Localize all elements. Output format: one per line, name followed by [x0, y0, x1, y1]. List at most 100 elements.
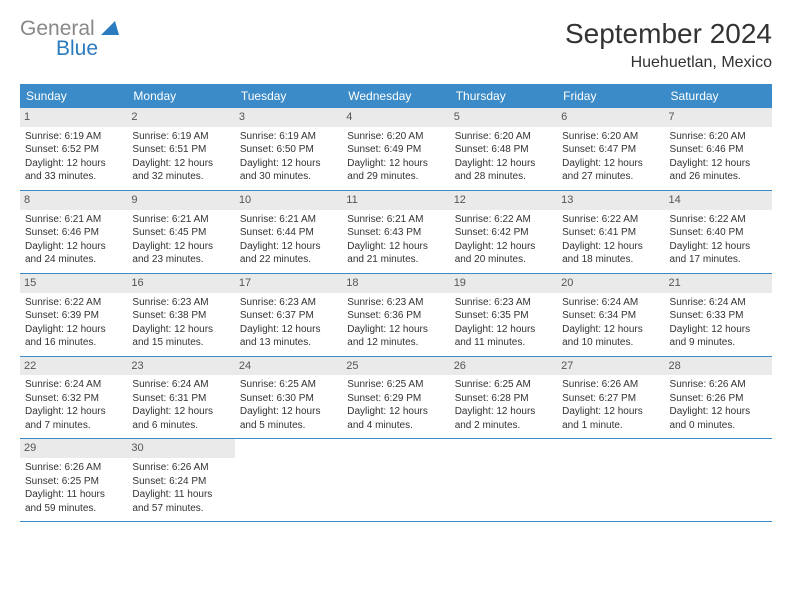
- day-cell: 5Sunrise: 6:20 AMSunset: 6:48 PMDaylight…: [450, 108, 557, 190]
- header: General Blue September 2024 Huehuetlan, …: [20, 18, 772, 72]
- day-number: 17: [235, 274, 342, 293]
- sunrise-text: Sunrise: 6:22 AM: [670, 213, 767, 227]
- daylight-text: Daylight: 11 hours: [132, 488, 229, 502]
- weeks-container: 1Sunrise: 6:19 AMSunset: 6:52 PMDaylight…: [20, 108, 772, 522]
- daylight-text: and 13 minutes.: [240, 336, 337, 350]
- sunrise-text: Sunrise: 6:20 AM: [455, 130, 552, 144]
- sunrise-text: Sunrise: 6:20 AM: [670, 130, 767, 144]
- sunset-text: Sunset: 6:29 PM: [347, 392, 444, 406]
- day-number: 26: [450, 357, 557, 376]
- sunset-text: Sunset: 6:45 PM: [132, 226, 229, 240]
- day-cell: 30Sunrise: 6:26 AMSunset: 6:24 PMDayligh…: [127, 439, 234, 521]
- sunset-text: Sunset: 6:32 PM: [25, 392, 122, 406]
- daylight-text: and 24 minutes.: [25, 253, 122, 267]
- daylight-text: and 11 minutes.: [455, 336, 552, 350]
- empty-cell: [557, 439, 664, 521]
- title-block: September 2024 Huehuetlan, Mexico: [565, 18, 772, 72]
- daylight-text: Daylight: 12 hours: [455, 323, 552, 337]
- day-header: Thursday: [450, 84, 557, 108]
- sunrise-text: Sunrise: 6:25 AM: [455, 378, 552, 392]
- daylight-text: Daylight: 12 hours: [455, 157, 552, 171]
- day-number: 8: [20, 191, 127, 210]
- day-cell: 10Sunrise: 6:21 AMSunset: 6:44 PMDayligh…: [235, 191, 342, 273]
- sunrise-text: Sunrise: 6:20 AM: [562, 130, 659, 144]
- day-number: 20: [557, 274, 664, 293]
- day-headers-row: SundayMondayTuesdayWednesdayThursdayFrid…: [20, 84, 772, 108]
- daylight-text: and 5 minutes.: [240, 419, 337, 433]
- day-cell: 11Sunrise: 6:21 AMSunset: 6:43 PMDayligh…: [342, 191, 449, 273]
- day-number: 11: [342, 191, 449, 210]
- week-row: 8Sunrise: 6:21 AMSunset: 6:46 PMDaylight…: [20, 191, 772, 274]
- day-number: 4: [342, 108, 449, 127]
- sunset-text: Sunset: 6:30 PM: [240, 392, 337, 406]
- daylight-text: Daylight: 12 hours: [347, 405, 444, 419]
- day-cell: 13Sunrise: 6:22 AMSunset: 6:41 PMDayligh…: [557, 191, 664, 273]
- daylight-text: Daylight: 12 hours: [25, 240, 122, 254]
- daylight-text: and 4 minutes.: [347, 419, 444, 433]
- day-number: 14: [665, 191, 772, 210]
- daylight-text: Daylight: 12 hours: [132, 323, 229, 337]
- daylight-text: and 20 minutes.: [455, 253, 552, 267]
- day-number: 29: [20, 439, 127, 458]
- daylight-text: Daylight: 12 hours: [25, 405, 122, 419]
- day-number: 7: [665, 108, 772, 127]
- day-number: 22: [20, 357, 127, 376]
- sunrise-text: Sunrise: 6:21 AM: [240, 213, 337, 227]
- day-number: 27: [557, 357, 664, 376]
- sunset-text: Sunset: 6:52 PM: [25, 143, 122, 157]
- daylight-text: Daylight: 12 hours: [240, 240, 337, 254]
- sunset-text: Sunset: 6:37 PM: [240, 309, 337, 323]
- sunrise-text: Sunrise: 6:26 AM: [562, 378, 659, 392]
- day-number: 25: [342, 357, 449, 376]
- sunset-text: Sunset: 6:25 PM: [25, 475, 122, 489]
- sunrise-text: Sunrise: 6:24 AM: [670, 296, 767, 310]
- day-cell: 6Sunrise: 6:20 AMSunset: 6:47 PMDaylight…: [557, 108, 664, 190]
- daylight-text: and 23 minutes.: [132, 253, 229, 267]
- day-cell: 12Sunrise: 6:22 AMSunset: 6:42 PMDayligh…: [450, 191, 557, 273]
- day-cell: 25Sunrise: 6:25 AMSunset: 6:29 PMDayligh…: [342, 357, 449, 439]
- sunrise-text: Sunrise: 6:23 AM: [347, 296, 444, 310]
- sunrise-text: Sunrise: 6:22 AM: [455, 213, 552, 227]
- day-number: 21: [665, 274, 772, 293]
- sunrise-text: Sunrise: 6:20 AM: [347, 130, 444, 144]
- sunset-text: Sunset: 6:33 PM: [670, 309, 767, 323]
- day-cell: 24Sunrise: 6:25 AMSunset: 6:30 PMDayligh…: [235, 357, 342, 439]
- day-header: Saturday: [665, 84, 772, 108]
- day-cell: 2Sunrise: 6:19 AMSunset: 6:51 PMDaylight…: [127, 108, 234, 190]
- daylight-text: Daylight: 12 hours: [455, 240, 552, 254]
- day-cell: 16Sunrise: 6:23 AMSunset: 6:38 PMDayligh…: [127, 274, 234, 356]
- day-cell: 1Sunrise: 6:19 AMSunset: 6:52 PMDaylight…: [20, 108, 127, 190]
- day-cell: 3Sunrise: 6:19 AMSunset: 6:50 PMDaylight…: [235, 108, 342, 190]
- day-header: Friday: [557, 84, 664, 108]
- sunrise-text: Sunrise: 6:26 AM: [670, 378, 767, 392]
- week-row: 15Sunrise: 6:22 AMSunset: 6:39 PMDayligh…: [20, 274, 772, 357]
- month-title: September 2024: [565, 18, 772, 50]
- week-row: 1Sunrise: 6:19 AMSunset: 6:52 PMDaylight…: [20, 108, 772, 191]
- daylight-text: and 28 minutes.: [455, 170, 552, 184]
- daylight-text: Daylight: 12 hours: [562, 405, 659, 419]
- sunset-text: Sunset: 6:40 PM: [670, 226, 767, 240]
- daylight-text: and 22 minutes.: [240, 253, 337, 267]
- day-number: 24: [235, 357, 342, 376]
- daylight-text: Daylight: 12 hours: [240, 323, 337, 337]
- sunrise-text: Sunrise: 6:22 AM: [562, 213, 659, 227]
- daylight-text: Daylight: 12 hours: [25, 323, 122, 337]
- daylight-text: and 26 minutes.: [670, 170, 767, 184]
- daylight-text: and 9 minutes.: [670, 336, 767, 350]
- daylight-text: and 59 minutes.: [25, 502, 122, 516]
- day-number: 5: [450, 108, 557, 127]
- week-row: 22Sunrise: 6:24 AMSunset: 6:32 PMDayligh…: [20, 357, 772, 440]
- sunset-text: Sunset: 6:35 PM: [455, 309, 552, 323]
- day-number: 28: [665, 357, 772, 376]
- sunset-text: Sunset: 6:46 PM: [670, 143, 767, 157]
- sunset-text: Sunset: 6:24 PM: [132, 475, 229, 489]
- location: Huehuetlan, Mexico: [565, 54, 772, 72]
- daylight-text: Daylight: 12 hours: [670, 240, 767, 254]
- daylight-text: Daylight: 11 hours: [25, 488, 122, 502]
- day-number: 23: [127, 357, 234, 376]
- sunset-text: Sunset: 6:46 PM: [25, 226, 122, 240]
- daylight-text: Daylight: 12 hours: [670, 405, 767, 419]
- day-header: Monday: [127, 84, 234, 108]
- daylight-text: and 6 minutes.: [132, 419, 229, 433]
- daylight-text: Daylight: 12 hours: [562, 240, 659, 254]
